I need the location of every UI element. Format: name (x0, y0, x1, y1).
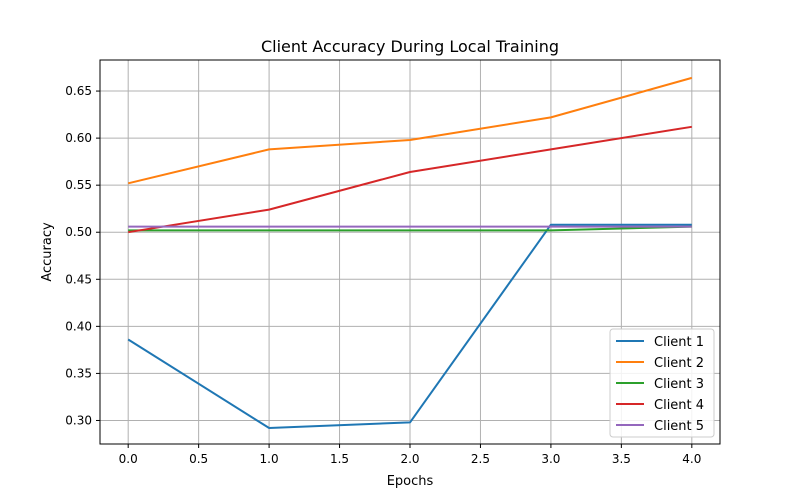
y-tick-label: 0.35 (65, 366, 92, 380)
y-tick-label: 0.50 (65, 225, 92, 239)
series-line-client-4 (128, 125, 692, 234)
y-tick-label: 0.30 (65, 413, 92, 427)
legend-box (609, 328, 715, 438)
x-tick-label: 2.5 (471, 452, 490, 466)
legend-label: Client 3 (654, 377, 704, 392)
y-tick-label: 0.55 (65, 178, 92, 192)
x-tick-label: 3.5 (612, 452, 631, 466)
x-tick-label: 1.5 (330, 452, 349, 466)
legend: Client 1 Client 2 Client 3 Client 4 Client 5 (609, 328, 715, 438)
x-tick-label: 3.0 (541, 452, 560, 466)
series-line-client-3 (128, 225, 692, 232)
grid-lines (100, 60, 720, 444)
chart-title: Client Accuracy During Local Training (261, 37, 559, 56)
x-axis-ticks: 0.0 0.5 1.0 1.5 2.0 2.5 3.0 3.5 4.0 (119, 444, 701, 466)
y-axis-ticks: 0.30 0.35 0.40 0.45 0.50 0.55 0.60 0.65 (65, 84, 100, 427)
legend-label: Client 1 (654, 335, 704, 350)
x-tick-label: 4.0 (682, 452, 701, 466)
series-lines (127, 76, 693, 429)
x-tick-label: 1.0 (260, 452, 279, 466)
y-tick-label: 0.40 (65, 319, 92, 333)
y-tick-label: 0.60 (65, 131, 92, 145)
x-tick-label: 0.5 (189, 452, 208, 466)
legend-label: Client 4 (654, 398, 704, 413)
x-tick-label: 2.0 (400, 452, 419, 466)
x-axis-label: Epochs (387, 474, 434, 489)
y-axis-label: Accuracy (40, 222, 55, 282)
series-line-client-1 (127, 223, 692, 429)
y-tick-label: 0.45 (65, 272, 92, 286)
series-line-client-2 (127, 76, 693, 185)
x-tick-label: 0.0 (119, 452, 138, 466)
legend-label: Client 5 (654, 419, 704, 434)
y-tick-label: 0.65 (65, 84, 92, 98)
legend-label: Client 2 (654, 356, 704, 371)
